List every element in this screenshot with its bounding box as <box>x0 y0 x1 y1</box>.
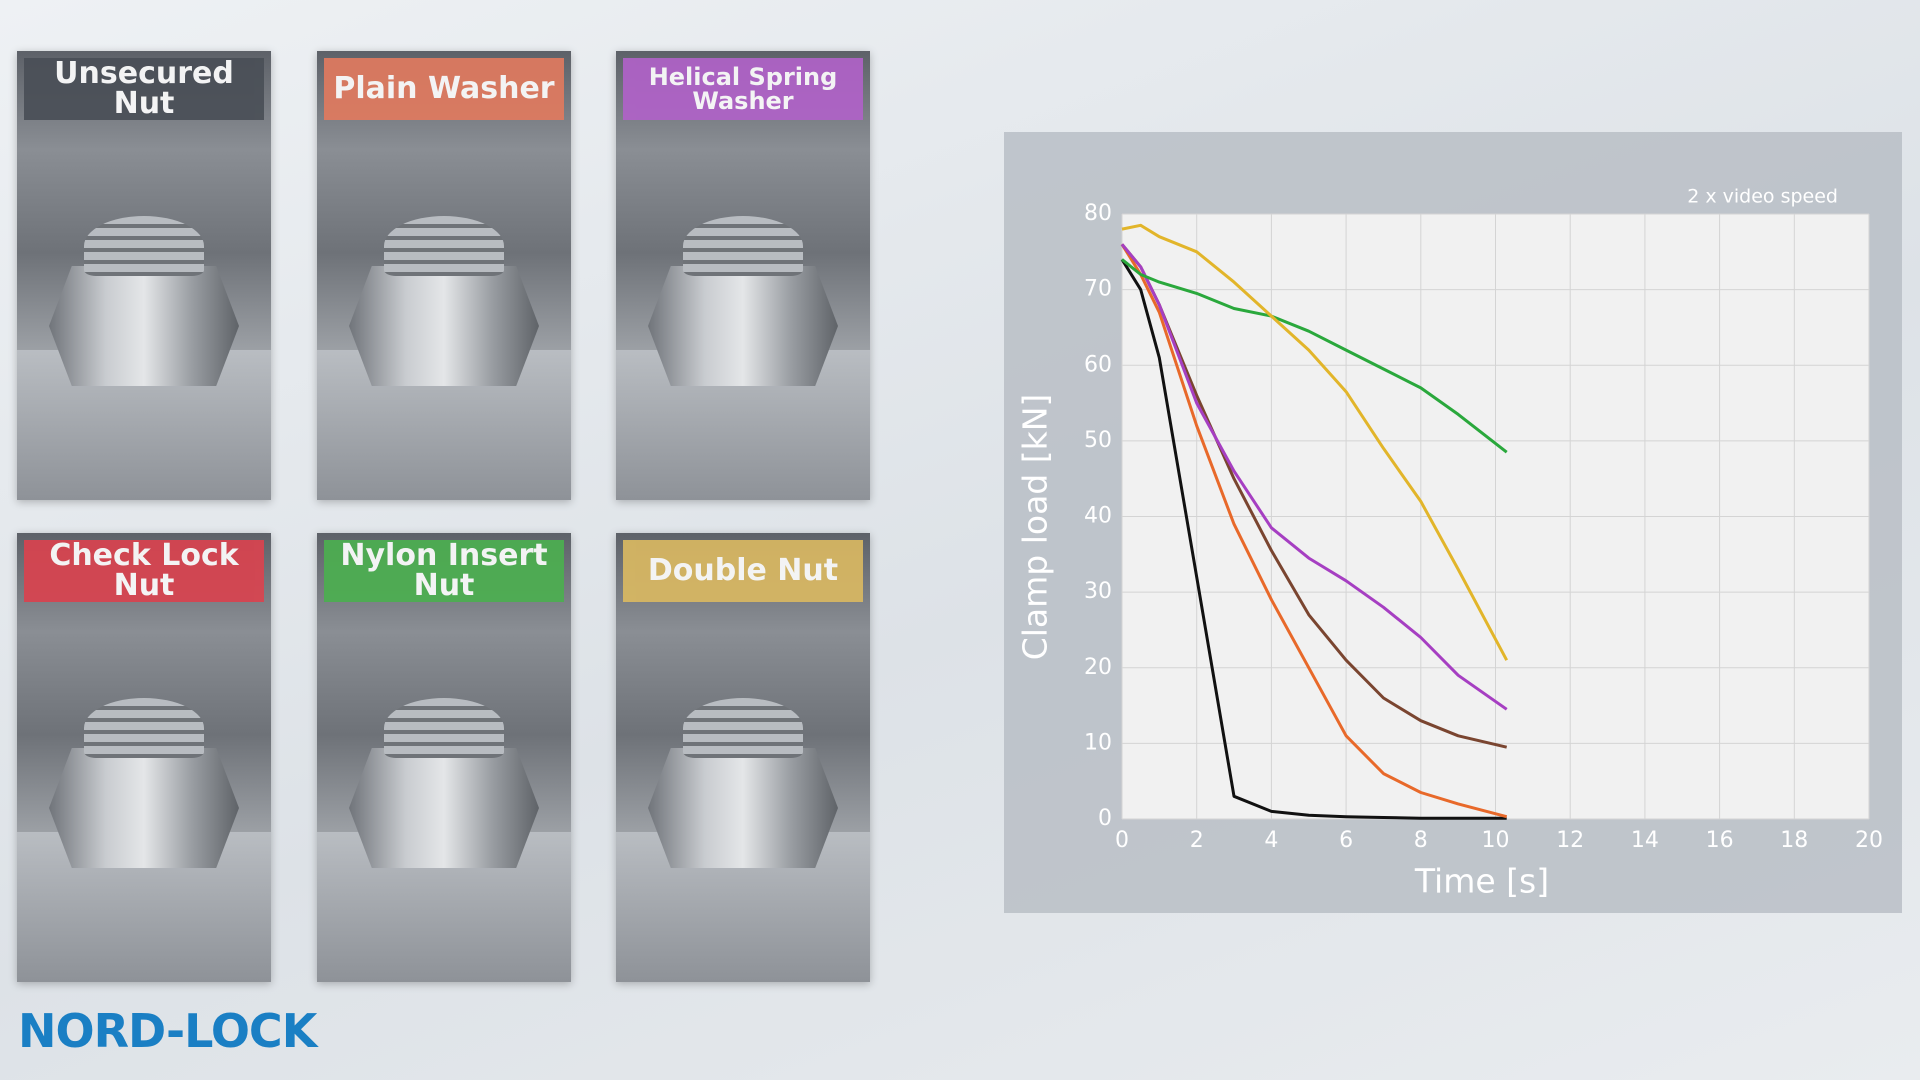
y-tick-label: 80 <box>1084 201 1112 226</box>
x-axis-label: Time [s] <box>1414 862 1549 901</box>
y-tick-label: 70 <box>1084 277 1112 302</box>
y-tick-label: 20 <box>1084 655 1112 680</box>
panel-label: Unsecured Nut <box>24 58 264 120</box>
nut <box>49 748 239 868</box>
panel-label: Check Lock Nut <box>24 540 264 602</box>
thread <box>384 216 504 276</box>
panel-label: Double Nut <box>623 540 863 602</box>
photo-panel: Double Nut <box>616 533 870 982</box>
x-tick-label: 10 <box>1482 828 1510 853</box>
thread <box>683 216 803 276</box>
panel-label: Helical Spring Washer <box>623 58 863 120</box>
photo-panel: Plain Washer <box>317 51 571 500</box>
nut <box>49 266 239 386</box>
annotation: 2 x video speed <box>1687 186 1838 208</box>
series-line <box>1120 243 1508 711</box>
thread <box>84 698 204 758</box>
x-tick-label: 6 <box>1339 828 1353 853</box>
x-tick-label: 20 <box>1855 828 1883 853</box>
x-tick-label: 12 <box>1556 828 1584 853</box>
series-line <box>1121 223 1509 661</box>
photo-panel: Unsecured Nut <box>17 51 271 500</box>
series-line <box>1120 258 1507 820</box>
y-tick-label: 0 <box>1098 806 1112 831</box>
y-tick-label: 40 <box>1084 504 1112 529</box>
y-tick-label: 10 <box>1084 730 1112 755</box>
photo-panel: Check Lock Nut <box>17 533 271 982</box>
y-axis-label: Clamp load [kN] <box>1016 394 1055 661</box>
x-tick-label: 14 <box>1631 828 1659 853</box>
photo-panel: Helical Spring Washer <box>616 51 870 500</box>
series-line <box>1120 243 1508 819</box>
x-tick-label: 8 <box>1414 828 1428 853</box>
nut <box>349 748 539 868</box>
panel-label: Plain Washer <box>324 58 564 120</box>
panel-label: Nylon Insert Nut <box>324 540 564 602</box>
logo: NORD-LOCK <box>18 1004 317 1058</box>
nut <box>648 266 838 386</box>
x-tick-label: 2 <box>1190 828 1204 853</box>
y-tick-label: 60 <box>1084 352 1112 377</box>
x-tick-label: 4 <box>1264 828 1278 853</box>
thread <box>84 216 204 276</box>
nut <box>648 748 838 868</box>
x-tick-label: 0 <box>1115 828 1129 853</box>
nut <box>349 266 539 386</box>
y-tick-label: 30 <box>1084 579 1112 604</box>
thread <box>384 698 504 758</box>
series-line <box>1121 258 1508 454</box>
y-tick-label: 50 <box>1084 428 1112 453</box>
x-tick-label: 18 <box>1780 828 1808 853</box>
x-tick-label: 16 <box>1706 828 1734 853</box>
photo-panel: Nylon Insert Nut <box>317 533 571 982</box>
thread <box>683 698 803 758</box>
